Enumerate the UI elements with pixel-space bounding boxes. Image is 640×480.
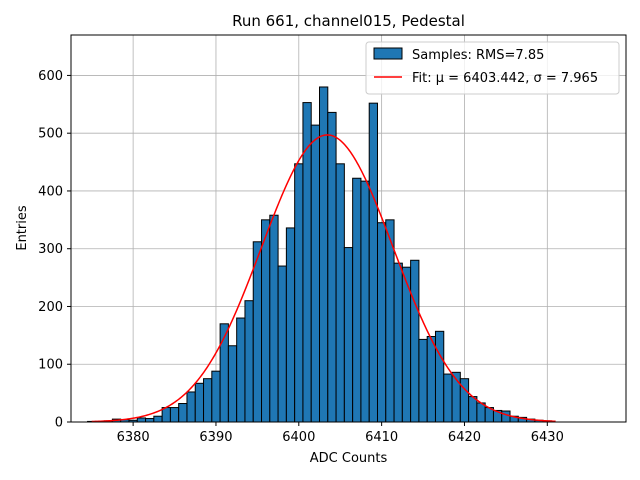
histogram-bars — [87, 86, 552, 423]
x-axis-ticks: 6380 6390 6400 6410 6420 6430 — [117, 422, 564, 445]
histogram-bar — [393, 262, 403, 423]
x-tick-label: 6390 — [199, 430, 232, 445]
histogram-bar — [136, 417, 147, 423]
y-tick-label: 400 — [38, 184, 63, 199]
legend: Samples: RMS=7.85 Fit: μ = 6403.442, σ =… — [365, 41, 620, 95]
histogram-bar — [360, 180, 370, 423]
x-tick-label: 6420 — [448, 430, 481, 445]
histogram-bar — [277, 265, 287, 423]
legend-label-samples: Samples: RMS=7.85 — [412, 48, 544, 63]
x-axis-label: ADC Counts — [310, 451, 388, 466]
histogram-bar — [261, 219, 271, 423]
plot-frame — [70, 34, 627, 423]
chart-title: Run 661, channel015, Pedestal — [232, 12, 465, 30]
histogram-bar — [302, 102, 312, 423]
y-tick-label: 600 — [38, 69, 63, 84]
histogram-bar — [252, 241, 263, 423]
histogram-bar — [227, 345, 238, 423]
histogram-bar — [285, 227, 296, 423]
histogram-bar — [343, 247, 354, 423]
histogram-bar — [178, 403, 188, 423]
histogram-bar — [501, 410, 511, 423]
histogram-bar — [434, 330, 445, 423]
x-tick-label: 6410 — [365, 430, 398, 445]
histogram-bar — [169, 407, 180, 423]
histogram-bar — [211, 370, 221, 423]
histogram-bar — [319, 86, 329, 423]
fit-curve — [91, 134, 556, 423]
histogram-bar — [443, 373, 453, 423]
histogram-bar — [368, 102, 378, 423]
x-tick-label: 6430 — [531, 430, 564, 445]
histogram-bar — [376, 222, 387, 423]
histogram-bar — [294, 163, 304, 423]
histogram-bar — [468, 396, 478, 423]
histogram-bar — [335, 163, 345, 423]
histogram-bar — [410, 259, 420, 423]
histogram-bar — [186, 391, 196, 423]
histogram-bar — [269, 214, 279, 423]
histogram-bar — [418, 338, 428, 423]
histogram-bar — [145, 418, 155, 423]
histogram-bar — [327, 111, 337, 423]
histogram-bar — [426, 336, 436, 423]
histogram-bar — [244, 300, 254, 423]
legend-box — [365, 41, 620, 95]
histogram-bar — [153, 415, 163, 423]
histogram-bar — [385, 219, 395, 423]
histogram-bar — [236, 317, 246, 423]
x-tick-label: 6380 — [117, 430, 150, 445]
histogram-bar — [194, 382, 205, 423]
legend-label-fit: Fit: μ = 6403.442, σ = 7.965 — [412, 71, 598, 86]
y-tick-label: 0 — [55, 416, 63, 431]
legend-swatch-samples — [373, 47, 403, 60]
histogram-bar — [476, 402, 486, 423]
y-tick-label: 200 — [38, 300, 63, 315]
x-tick-label: 6400 — [282, 430, 315, 445]
y-tick-label: 500 — [38, 127, 63, 142]
y-tick-label: 300 — [38, 242, 63, 257]
y-tick-label: 100 — [38, 358, 63, 373]
histogram-bar — [203, 378, 213, 423]
histogram-bar — [310, 124, 321, 423]
histogram-bar — [352, 177, 362, 423]
y-axis-label: Entries — [15, 205, 30, 251]
y-axis-ticks: 0 100 200 300 400 500 600 — [38, 69, 71, 431]
